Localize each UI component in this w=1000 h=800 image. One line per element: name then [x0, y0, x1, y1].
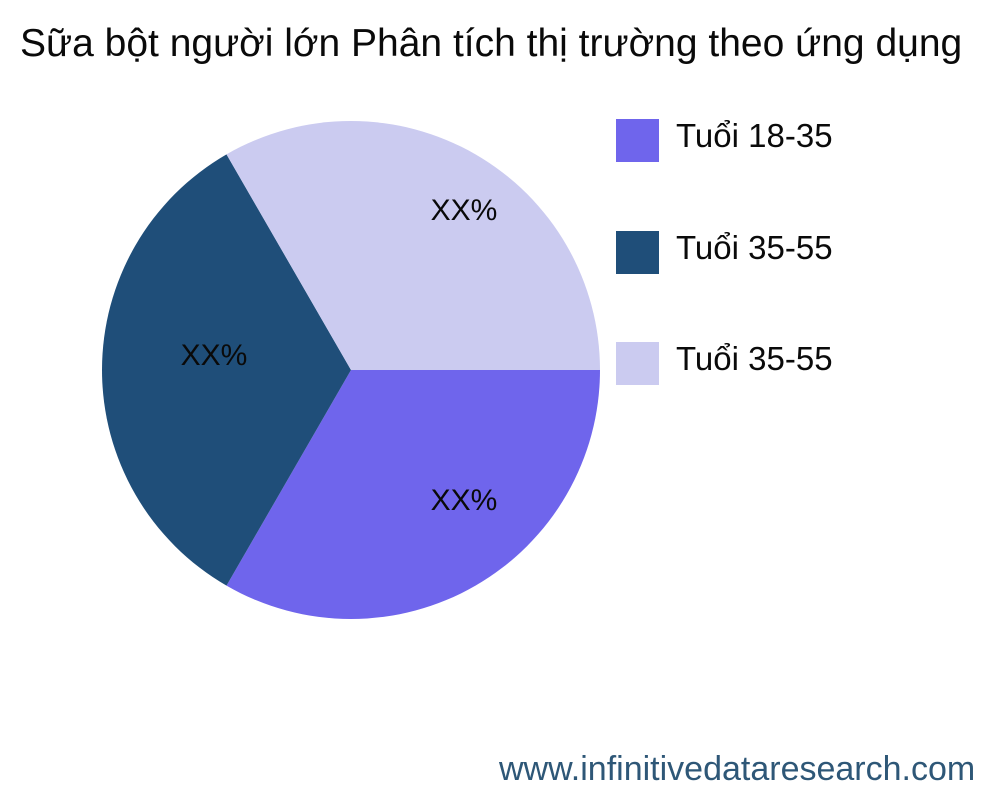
svg-text:XX%: XX% — [181, 339, 248, 372]
svg-text:XX%: XX% — [431, 484, 498, 517]
svg-text:XX%: XX% — [431, 194, 498, 227]
